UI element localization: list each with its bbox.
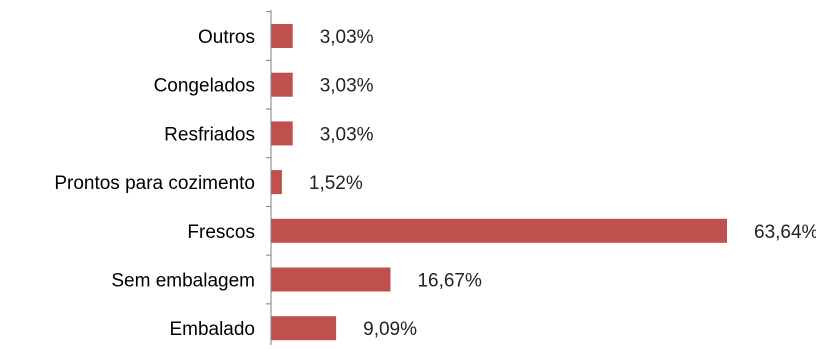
value-label-3: 1,52% <box>309 173 363 194</box>
category-label-2: Resfriados <box>164 124 255 145</box>
bar-4 <box>271 218 727 243</box>
category-label-1: Congelados <box>154 76 255 97</box>
bar-2 <box>271 121 293 146</box>
bar-6 <box>271 316 337 341</box>
value-label-1: 3,03% <box>320 76 374 97</box>
category-label-3: Prontos para cozimento <box>54 173 255 194</box>
value-label-2: 3,03% <box>320 124 374 145</box>
plot-area: Outros 3,03% Congelados 3,03% Resfriados 3,03… <box>54 10 816 345</box>
category-label-6: Embalado <box>169 319 255 340</box>
value-label-5: 16,67% <box>417 271 482 292</box>
value-label-4: 63,64% <box>754 222 816 243</box>
bar-1 <box>271 72 293 97</box>
category-label-0: Outros <box>198 27 255 48</box>
bar-5 <box>271 267 391 292</box>
category-label-4: Frescos <box>187 222 255 243</box>
bar-3 <box>271 170 282 195</box>
value-label-0: 3,03% <box>320 27 374 48</box>
category-label-5: Sem embalagem <box>111 271 255 292</box>
value-label-6: 9,09% <box>363 319 417 340</box>
bar-0 <box>271 24 293 48</box>
